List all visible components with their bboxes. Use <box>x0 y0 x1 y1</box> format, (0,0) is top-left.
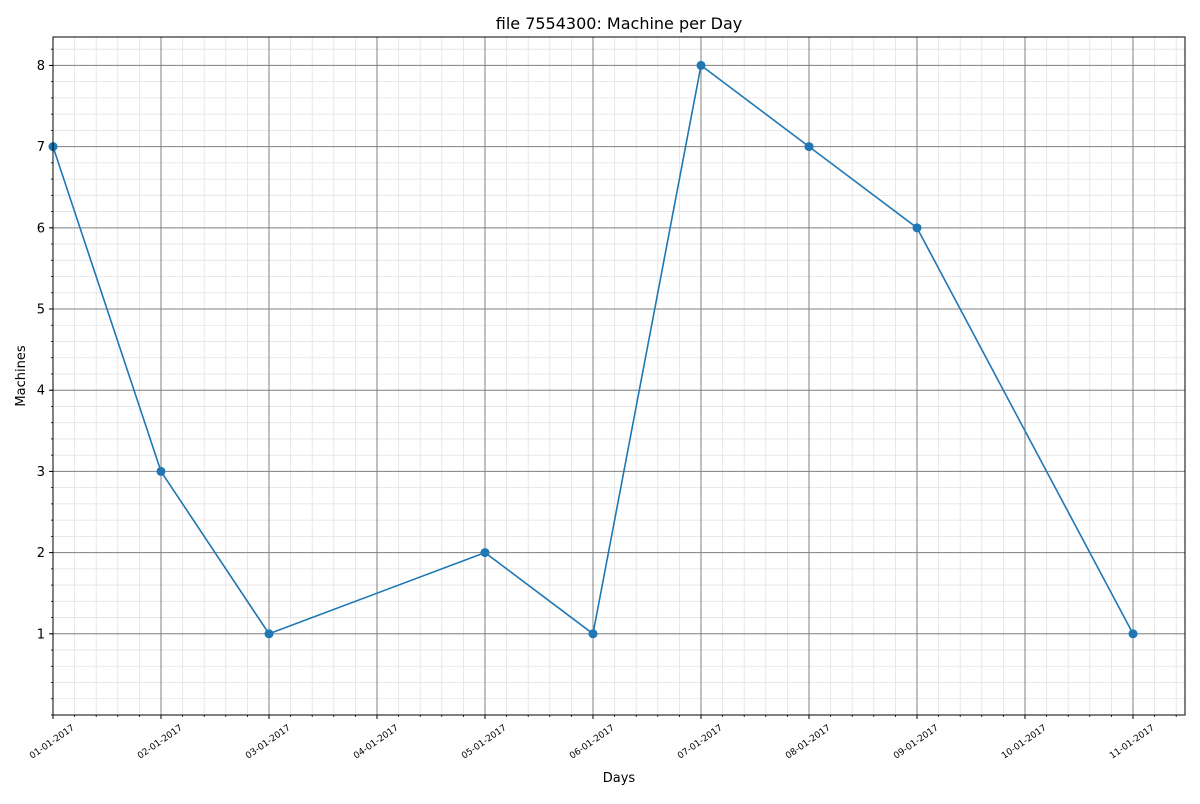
x-tick-label: 07-01-2017 <box>676 723 725 761</box>
x-tick-label: 03-01-2017 <box>244 723 293 761</box>
y-axis-label: Machines <box>14 345 29 406</box>
plot-frame <box>52 36 1186 716</box>
data-point <box>156 466 166 476</box>
y-tick-label: 6 <box>37 221 45 236</box>
y-tick-label: 2 <box>37 546 45 561</box>
data-point <box>696 60 706 70</box>
x-tick-label: 06-01-2017 <box>568 723 617 761</box>
data-point <box>804 142 814 152</box>
chart-title: file 7554300: Machine per Day <box>496 14 743 33</box>
data-point <box>912 223 922 233</box>
x-tick-label: 10-01-2017 <box>1000 723 1049 761</box>
data-point <box>264 629 274 639</box>
minor-grid <box>51 37 1185 717</box>
data-point <box>480 548 490 558</box>
x-axis-ticks: 01-01-2017 02-01-2017 03-01-2017 04-01-2017… <box>28 715 1157 761</box>
x-tick-label: 08-01-2017 <box>784 723 833 761</box>
major-grid <box>52 37 1185 715</box>
data-point <box>1128 629 1138 639</box>
y-tick-label: 7 <box>37 140 45 155</box>
x-axis-label: Days <box>603 771 636 786</box>
y-tick-label: 1 <box>37 627 45 642</box>
y-tick-label: 4 <box>37 384 45 399</box>
y-axis-ticks: 1 2 3 4 5 6 7 8 <box>37 59 53 642</box>
y-tick-label: 5 <box>37 303 45 318</box>
x-tick-label: 11-01-2017 <box>1108 723 1157 761</box>
series-layer <box>48 60 1138 639</box>
x-tick-label: 01-01-2017 <box>28 723 77 761</box>
x-tick-label: 05-01-2017 <box>460 723 509 761</box>
data-point <box>588 629 598 639</box>
x-tick-label: 04-01-2017 <box>352 723 401 761</box>
y-tick-label: 8 <box>37 59 45 74</box>
y-tick-label: 3 <box>37 465 45 480</box>
x-tick-label: 02-01-2017 <box>136 723 185 761</box>
x-tick-label: 09-01-2017 <box>892 723 941 761</box>
